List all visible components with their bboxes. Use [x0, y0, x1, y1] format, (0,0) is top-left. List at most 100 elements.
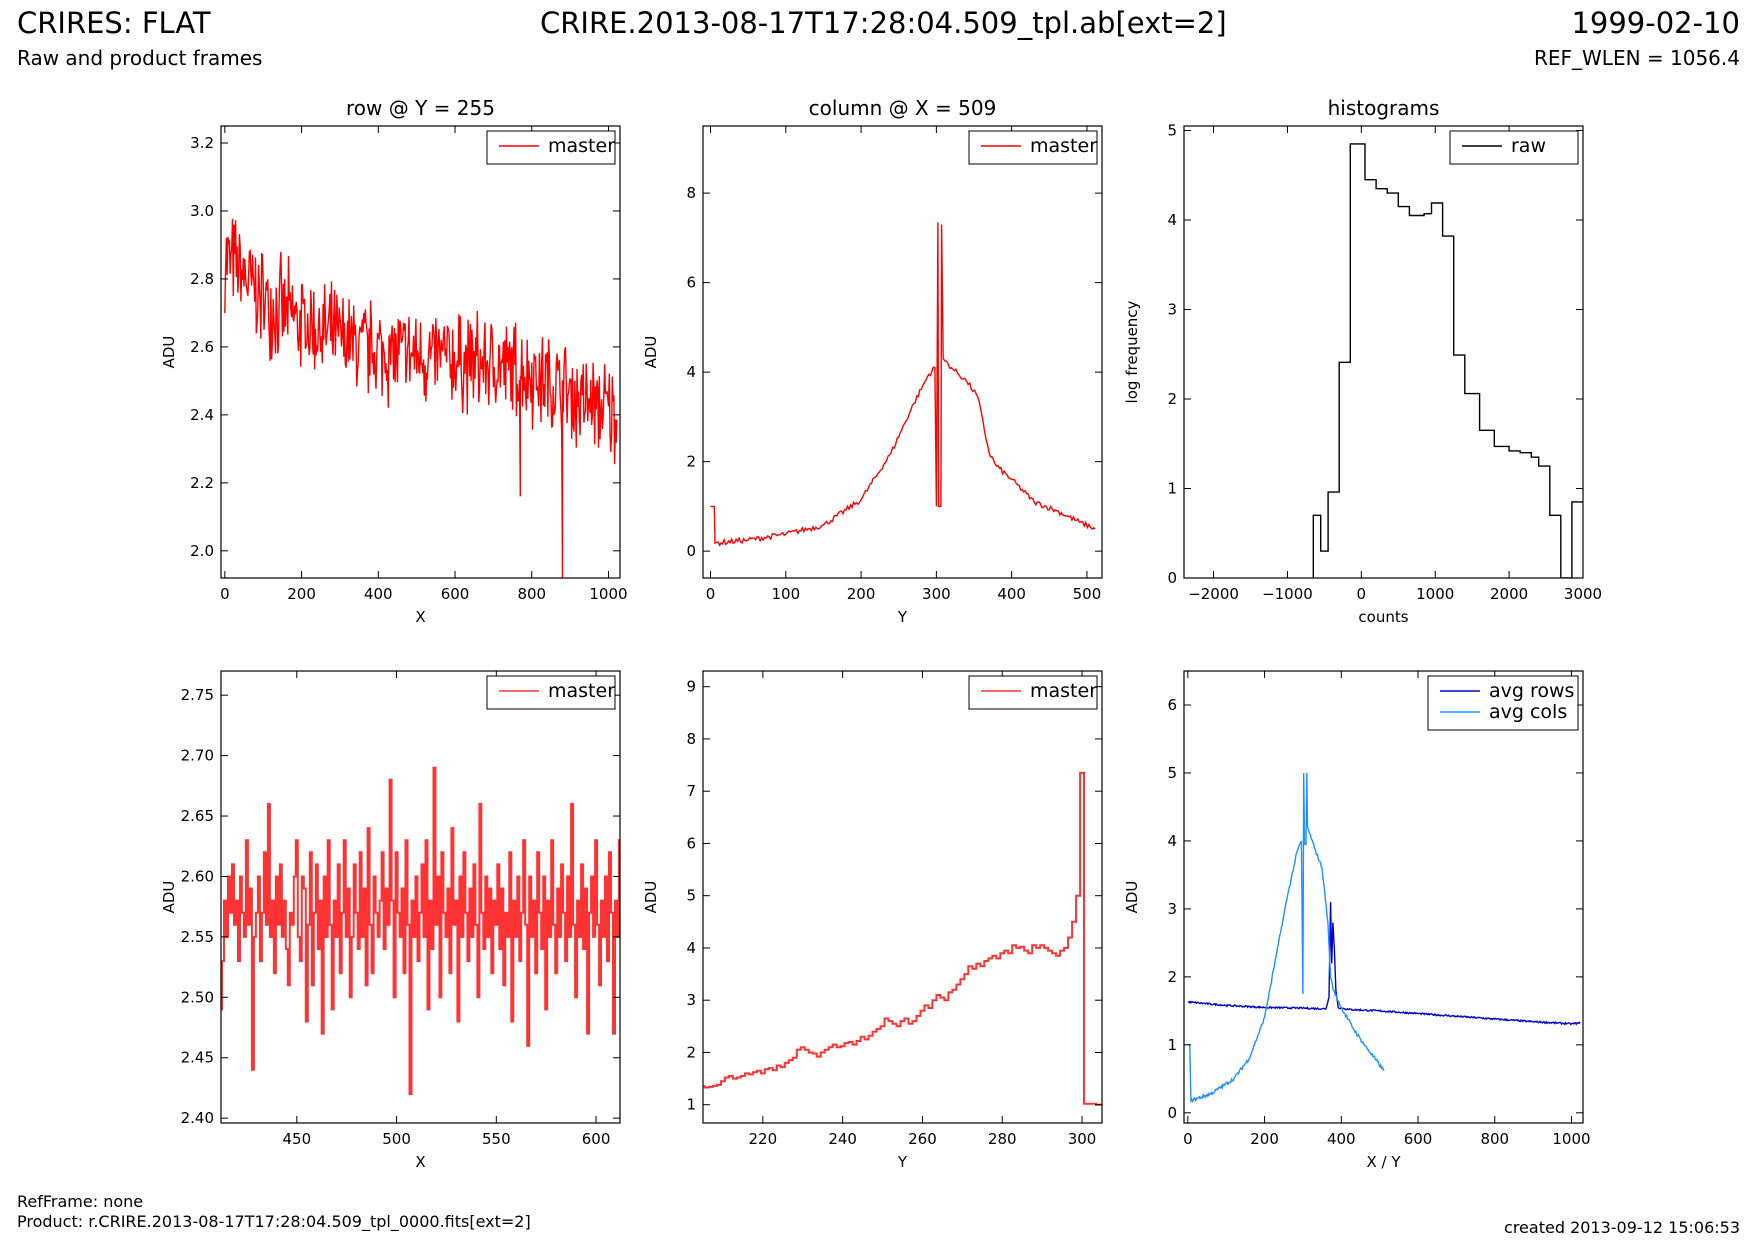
product-note: Product: r.CRIRE.2013-08-17T17:28:04.509…: [17, 1212, 531, 1231]
x-tick-label: 600: [441, 585, 470, 603]
x-tick-label: 0: [1357, 585, 1367, 603]
y-tick-label: 1: [1167, 479, 1177, 497]
plot-area: [1187, 772, 1581, 1104]
y-tick-label: 6: [1167, 696, 1177, 714]
x-tick-label: 500: [382, 1130, 411, 1148]
plot-area: [710, 222, 1096, 547]
y-tick-label: 4: [1167, 832, 1177, 850]
y-tick-label: 2.75: [181, 686, 214, 704]
y-tick-label: 2.6: [190, 338, 214, 356]
plot-area: [221, 766, 620, 1095]
y-tick-label: 2.8: [190, 270, 214, 288]
x-axis-label: X: [415, 608, 425, 626]
x-tick-label: 600: [1404, 1130, 1433, 1148]
x-tick-label: 1000: [1416, 585, 1454, 603]
legend-label: raw: [1511, 135, 1546, 157]
x-tick-label: 0: [220, 585, 230, 603]
chart-panel-5: 220 240 260 280 300 1 2 3 4 5 6 7 8 9 Y ADU master: [642, 670, 1103, 1171]
y-tick-label: 2.60: [181, 867, 214, 885]
legend-label: avg rows: [1489, 680, 1574, 702]
x-tick-label: 400: [997, 585, 1026, 603]
x-tick-label: 220: [749, 1130, 778, 1148]
x-tick-label: 3000: [1564, 585, 1602, 603]
axes-frame: [1183, 125, 1584, 579]
series-line-1: [224, 218, 618, 578]
y-tick-label: 4: [1167, 211, 1177, 229]
x-axis-label: Y: [897, 1153, 908, 1171]
y-tick-label: 1: [686, 1096, 696, 1114]
y-tick-label: 2.70: [181, 747, 214, 765]
x-tick-label: 300: [922, 585, 951, 603]
chart-panel-2: column @ X = 509 0 100 200 300 400 500 0 2 4 6 8 Y AD…: [642, 96, 1103, 626]
y-tick-label: 3.2: [190, 134, 214, 152]
y-tick-label: 0: [686, 542, 696, 560]
legend: master: [486, 130, 616, 165]
legend-label: master: [548, 135, 615, 157]
y-tick-label: 2.0: [190, 542, 214, 560]
refframe-note: RefFrame: none: [17, 1192, 144, 1211]
y-axis-label: ADU: [160, 881, 178, 914]
x-tick-label: 1000: [589, 585, 627, 603]
y-axis-label: log frequency: [1123, 300, 1141, 403]
x-tick-label: 200: [847, 585, 876, 603]
figure-title: CRIRES: FLAT: [17, 6, 211, 40]
x-tick-label: −1000: [1262, 585, 1313, 603]
x-tick-label: 240: [828, 1130, 857, 1148]
y-tick-label: 2.55: [181, 928, 214, 946]
y-tick-label: 8: [686, 184, 696, 202]
y-tick-label: 6: [686, 834, 696, 852]
series-line-1: [710, 222, 1096, 547]
legend: raw: [1449, 130, 1579, 165]
y-tick-label: 4: [686, 939, 696, 957]
created-timestamp: created 2013-09-12 15:06:53: [1504, 1218, 1740, 1237]
y-tick-label: 2.4: [190, 406, 214, 424]
x-tick-label: 200: [287, 585, 316, 603]
series-line-2: [1187, 772, 1385, 1104]
y-tick-label: 1: [1167, 1036, 1177, 1054]
legend-box: [968, 130, 1098, 165]
x-axis-label: X: [415, 1153, 425, 1171]
y-tick-label: 3: [1167, 900, 1177, 918]
y-axis-label: ADU: [642, 881, 660, 914]
y-tick-label: 3.0: [190, 202, 214, 220]
x-tick-label: 1000: [1552, 1130, 1590, 1148]
legend-box: [486, 130, 616, 165]
plot-area: [703, 771, 1102, 1106]
legend-label: avg cols: [1489, 701, 1567, 723]
legend: master: [968, 675, 1098, 710]
chart-panel-1: row @ Y = 255 0 200 400 600 800 1000 2.0 2.2 2.4 2…: [160, 96, 628, 626]
panel-title: row @ Y = 255: [346, 96, 495, 120]
x-tick-label: 500: [1073, 585, 1102, 603]
chart-panel-4: 450 500 550 600 2.40 2.45 2.50 2.55 2.60 2.65 2.70…: [160, 670, 621, 1171]
y-tick-label: 2.40: [181, 1109, 214, 1127]
panel-title: histograms: [1328, 96, 1440, 120]
x-axis-label: X / Y: [1366, 1153, 1401, 1171]
y-tick-label: 9: [686, 678, 696, 696]
x-tick-label: 2000: [1490, 585, 1528, 603]
series-line-1: [703, 771, 1102, 1106]
legend-box: [1427, 675, 1579, 731]
ref-wlen: REF_WLEN = 1056.4: [1533, 46, 1740, 70]
x-tick-label: 800: [1480, 1130, 1509, 1148]
x-tick-label: 280: [988, 1130, 1017, 1148]
y-axis-label: ADU: [1123, 881, 1141, 914]
series-line-1: [221, 766, 620, 1095]
axes-frame: [1183, 670, 1584, 1124]
x-tick-label: 0: [1183, 1130, 1193, 1148]
y-tick-label: 5: [686, 887, 696, 905]
x-tick-label: −2000: [1188, 585, 1239, 603]
y-tick-label: 8: [686, 730, 696, 748]
y-axis-label: ADU: [642, 336, 660, 369]
file-name: CRIRE.2013-08-17T17:28:04.509_tpl.ab[ext…: [540, 6, 1227, 40]
axes-frame: [220, 670, 621, 1124]
x-axis-label: counts: [1358, 608, 1408, 626]
y-tick-label: 3: [1167, 300, 1177, 318]
y-tick-label: 2: [1167, 968, 1177, 986]
x-tick-label: 800: [517, 585, 546, 603]
x-tick-label: 200: [1250, 1130, 1279, 1148]
x-tick-label: 450: [282, 1130, 311, 1148]
axes-frame: [220, 125, 621, 579]
y-tick-label: 5: [1167, 764, 1177, 782]
